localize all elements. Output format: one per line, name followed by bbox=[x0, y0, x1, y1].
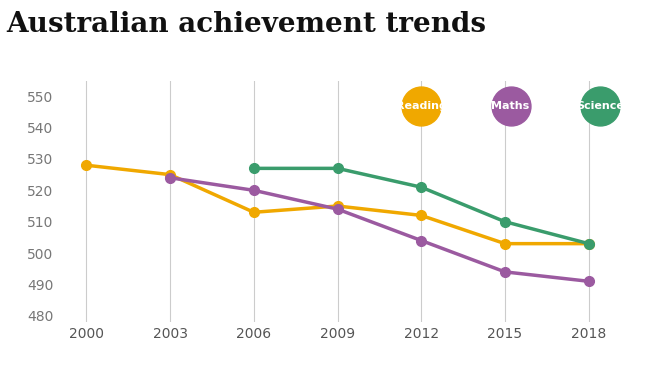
Text: Reading: Reading bbox=[396, 101, 447, 111]
Text: Australian achievement trends: Australian achievement trends bbox=[6, 11, 486, 38]
Text: Science: Science bbox=[576, 101, 624, 111]
Text: Maths: Maths bbox=[491, 101, 530, 111]
